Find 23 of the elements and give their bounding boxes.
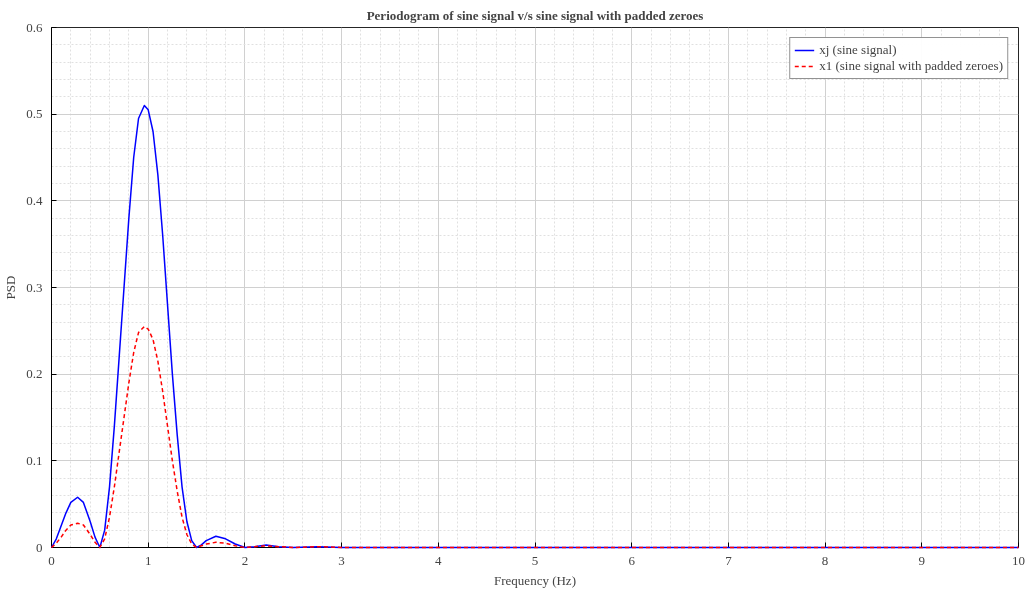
- y-tick-label: 0.5: [26, 106, 43, 122]
- x-tick-label: 4: [435, 552, 443, 568]
- legend-label: xj (sine signal): [819, 42, 897, 58]
- x-axis-title: Frequency (Hz): [494, 572, 576, 588]
- y-tick-label: 0.4: [26, 192, 43, 208]
- x-tick-label: 10: [1012, 552, 1025, 568]
- y-tick-label: 0.1: [26, 452, 43, 468]
- x-tick-label: 8: [821, 552, 829, 568]
- y-axis-title: PSD: [3, 275, 19, 300]
- x-tick-label: 9: [918, 552, 926, 568]
- x-tick-label: 5: [531, 552, 539, 568]
- x-tick-label: 7: [725, 552, 733, 568]
- y-tick-label: 0.3: [26, 279, 43, 295]
- y-tick-label: 0.6: [26, 19, 43, 35]
- x-tick-label: 1: [144, 552, 152, 568]
- legend-label: x1 (sine signal with padded zeroes): [819, 58, 1003, 74]
- x-tick-label: 6: [628, 552, 636, 568]
- x-tick-label: 3: [338, 552, 345, 568]
- y-tick-label: 0.2: [26, 366, 43, 382]
- chart-title: Periodogram of sine signal v/s sine signal with padded zeroes: [366, 7, 704, 23]
- x-tick-label: 0: [48, 552, 55, 568]
- y-tick-label: 0: [36, 539, 43, 555]
- x-tick-label: 2: [241, 552, 249, 568]
